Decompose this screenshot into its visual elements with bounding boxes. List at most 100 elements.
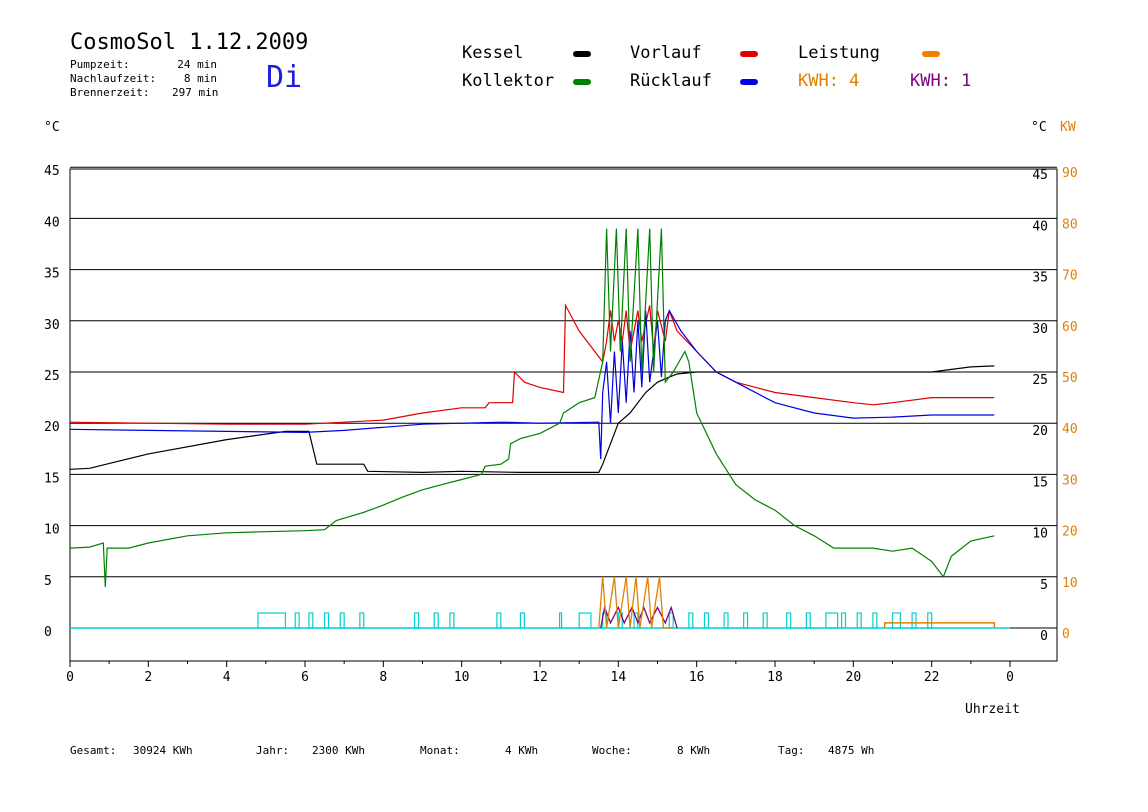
- legend-vorlauf-swatch: [740, 51, 758, 57]
- y-tick-label-left: 45: [44, 164, 60, 179]
- x-tick-label: 20: [846, 670, 862, 685]
- y-tick-label-right: 0: [1040, 629, 1048, 644]
- y-tick-label-left: 5: [44, 574, 52, 589]
- pump-interval: [633, 612, 639, 629]
- legend-kessel-swatch: [573, 51, 591, 57]
- pump-interval: [578, 612, 592, 629]
- x-tick-label: 18: [767, 670, 783, 685]
- y2-tick-label-kw: 70: [1062, 269, 1078, 284]
- pump-interval: [496, 612, 502, 629]
- pump-interval: [911, 612, 917, 629]
- legend-leistung-swatch: [922, 51, 940, 57]
- y-tick-label-left: 25: [44, 369, 60, 384]
- pump-interval: [743, 612, 749, 629]
- pump-interval: [786, 612, 792, 629]
- x-tick-label: 6: [301, 670, 309, 685]
- y-tick-label-right: 25: [1032, 373, 1048, 388]
- pump-interval: [891, 612, 901, 629]
- orange-bar: [883, 622, 996, 628]
- y-tick-label-right: 40: [1032, 219, 1048, 234]
- pump-interval: [323, 612, 330, 629]
- pump-interval: [723, 612, 729, 629]
- x-tick-label: 12: [532, 670, 548, 685]
- x-tick-label: 0: [1006, 670, 1014, 685]
- pump-interval: [449, 612, 455, 629]
- y-tick-label-left: 15: [44, 471, 60, 486]
- stat-brennerzeit-label: Brennerzeit:: [70, 86, 150, 99]
- footer-gesamt-value: 30924 KWh: [133, 744, 193, 757]
- y-tick-label-left: 20: [44, 420, 60, 435]
- right-axis-unit-c: °C: [1031, 120, 1047, 135]
- pump-interval: [308, 612, 314, 629]
- y-tick-label-left: 40: [44, 215, 60, 230]
- pump-interval: [257, 612, 287, 629]
- y-tick-label-right: 35: [1032, 271, 1048, 286]
- stat-nachlaufzeit-value: 8 min: [183, 72, 217, 85]
- pump-interval: [762, 612, 768, 629]
- legend-kessel-label: Kessel: [462, 43, 524, 63]
- pump-interval: [840, 612, 847, 629]
- y2-tick-label-kw: 80: [1062, 217, 1078, 232]
- pump-interval: [825, 612, 839, 629]
- x-tick-label: 0: [66, 670, 74, 685]
- footer-jahr-label: Jahr:: [256, 744, 290, 757]
- x-tick-label: 4: [223, 670, 231, 685]
- footer-jahr-value: 2300 KWh: [312, 744, 365, 757]
- stat-nachlaufzeit-label: Nachlaufzeit:: [70, 72, 157, 85]
- x-tick-label: 8: [379, 670, 387, 685]
- pump-interval: [805, 612, 811, 629]
- legend-kollektor-swatch: [573, 79, 591, 85]
- y2-tick-label-kw: 0: [1062, 627, 1070, 642]
- footer-tag-label: Tag:: [778, 744, 805, 757]
- kollektor-line: [69, 228, 995, 588]
- chart-title: CosmoSol 1.12.2009: [70, 30, 309, 55]
- legend-vorlauf-label: Vorlauf: [630, 43, 702, 63]
- y-tick-label-right: 5: [1040, 578, 1048, 593]
- x-tick-label: 10: [454, 670, 470, 685]
- pump-interval: [339, 612, 345, 629]
- pump-interval: [856, 612, 862, 629]
- y2-tick-label-kw: 40: [1062, 422, 1078, 437]
- x-tick-label: 16: [689, 670, 705, 685]
- plot-frame: [69, 168, 1058, 662]
- y2-tick-label-kw: 90: [1062, 166, 1078, 181]
- vorlauf-line: [69, 303, 995, 425]
- footer-woche-label: Woche:: [592, 744, 632, 757]
- legend-kollektor-label: Kollektor: [462, 71, 555, 91]
- footer-gesamt-label: Gesamt:: [70, 744, 117, 757]
- y-tick-label-left: 30: [44, 318, 60, 333]
- leistung-line: [598, 576, 674, 629]
- pump-interval: [927, 612, 933, 629]
- weekday-label: Di: [266, 60, 303, 95]
- pump-interval: [668, 612, 674, 629]
- footer-monat-label: Monat:: [420, 744, 460, 757]
- footer-tag-value: 4875 Wh: [828, 744, 875, 757]
- pump-interval: [294, 612, 300, 629]
- pump-interval: [703, 612, 710, 629]
- x-tick-label: 14: [611, 670, 627, 685]
- y2-tick-label-kw: 60: [1062, 320, 1078, 335]
- pump-interval: [414, 612, 420, 629]
- kwh-purple-label: KWH: 1: [910, 71, 972, 91]
- stat-brennerzeit-value: 297 min: [172, 86, 219, 99]
- legend-ruecklauf-label: Rücklauf: [630, 71, 712, 91]
- y2-tick-label-kw: 10: [1062, 576, 1078, 591]
- pump-interval: [359, 612, 365, 629]
- y2-tick-label-kw: 20: [1062, 525, 1078, 540]
- footer-woche-value: 8 KWh: [677, 744, 711, 757]
- y-tick-label-right: 10: [1032, 527, 1048, 542]
- pump-interval: [688, 612, 694, 629]
- kessel-line: [69, 365, 995, 474]
- footer-monat-value: 4 KWh: [505, 744, 539, 757]
- y2-tick-label-kw: 30: [1062, 473, 1078, 488]
- x-axis-label: Uhrzeit: [965, 702, 1020, 717]
- right-axis-unit-kw: KW: [1060, 120, 1076, 135]
- y-tick-label-right: 15: [1032, 475, 1048, 490]
- y-tick-label-left: 10: [44, 523, 60, 538]
- ruecklauf-line: [69, 309, 995, 460]
- legend-leistung-label: Leistung: [798, 43, 880, 63]
- y-tick-label-right: 45: [1032, 168, 1048, 183]
- pump-interval: [872, 612, 878, 629]
- kwh-orange-label: KWH: 4: [798, 71, 860, 91]
